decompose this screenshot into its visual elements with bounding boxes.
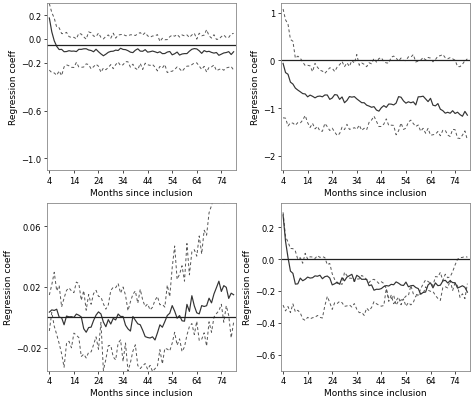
Y-axis label: Regression coeff: Regression coeff [4,250,13,325]
Y-axis label: Regression coeff: Regression coeff [243,250,252,325]
X-axis label: Months since inclusion: Months since inclusion [324,388,427,397]
X-axis label: Months since inclusion: Months since inclusion [90,388,193,397]
Text: (a): (a) [135,221,148,231]
Text: (c): (c) [369,221,382,231]
X-axis label: Months since inclusion: Months since inclusion [324,188,427,197]
X-axis label: Months since inclusion: Months since inclusion [90,188,193,197]
Y-axis label: Regression coeff: Regression coeff [251,50,260,125]
Y-axis label: Regression coeff: Regression coeff [9,50,18,125]
